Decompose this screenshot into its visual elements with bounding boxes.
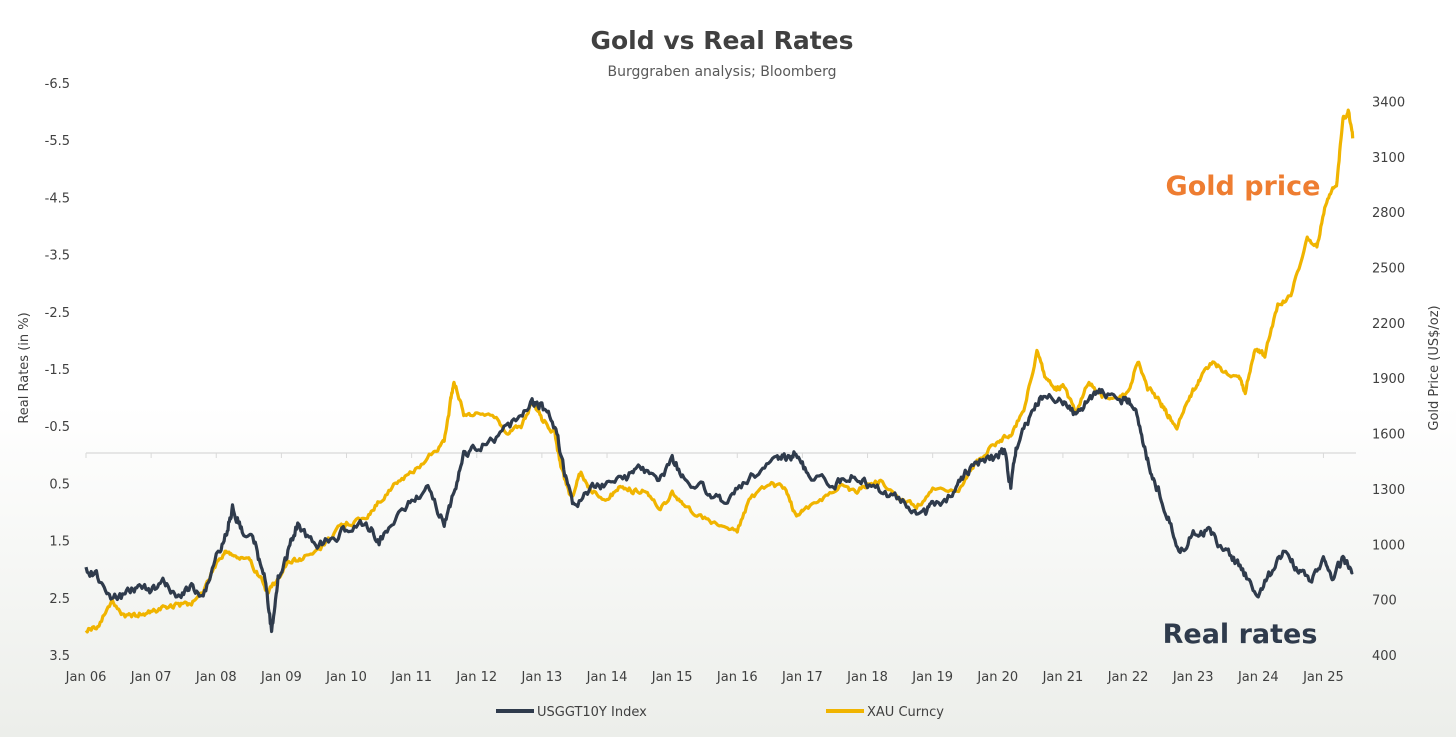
x-tick-label: Jan 19 — [911, 670, 953, 685]
legend-label-xau: XAU Curncy — [867, 705, 944, 720]
gold-price-annotation: Gold price — [1166, 171, 1321, 202]
left-tick-label: -3.5 — [45, 249, 70, 264]
x-tick-label: Jan 07 — [130, 670, 172, 685]
chart-title: Gold vs Real Rates — [590, 26, 853, 55]
chart-subtitle: Burggraben analysis; Bloomberg — [608, 64, 837, 80]
x-tick-label: Jan 20 — [976, 670, 1018, 685]
right-tick-label: 1600 — [1372, 428, 1405, 443]
right-tick-label: 3100 — [1372, 151, 1405, 166]
right-tick-label: 1300 — [1372, 483, 1405, 498]
left-tick-label: -0.5 — [45, 420, 70, 435]
x-tick-marks — [85, 453, 1324, 458]
x-tick-label: Jan 22 — [1107, 670, 1149, 685]
x-tick-label: Jan 13 — [521, 670, 563, 685]
legend-label-usggt10y: USGGT10Y Index — [537, 705, 647, 720]
x-tick-label: Jan 17 — [781, 670, 823, 685]
real-rates-annotation: Real rates — [1163, 619, 1318, 650]
left-tick-label: 0.5 — [49, 477, 70, 492]
x-tick-label: Jan 23 — [1172, 670, 1214, 685]
x-tick-label: Jan 24 — [1237, 670, 1279, 685]
right-tick-label: 2800 — [1372, 206, 1405, 221]
x-tick-label: Jan 14 — [586, 670, 628, 685]
right-tick-label: 2200 — [1372, 317, 1405, 332]
left-tick-label: -4.5 — [45, 191, 70, 206]
left-tick-label: -2.5 — [45, 306, 70, 321]
right-axis-ticks: 3400 3100 2800 2500 2200 1900 1600 1300 1000 700 4… — [1372, 95, 1405, 664]
x-tick-label: Jan 09 — [260, 670, 302, 685]
series-line-xau — [84, 108, 1355, 634]
left-tick-label: -5.5 — [45, 134, 70, 149]
series-line-usggt10y — [84, 387, 1354, 634]
x-tick-label: Jan 12 — [455, 670, 497, 685]
x-tick-label: Jan 25 — [1302, 670, 1344, 685]
x-tick-label: Jan 16 — [716, 670, 758, 685]
left-tick-label: 1.5 — [49, 535, 70, 550]
left-tick-label: -6.5 — [45, 77, 70, 92]
x-tick-label: Jan 11 — [390, 670, 432, 685]
x-axis-ticks: Jan 06 Jan 07 Jan 08 Jan 09 Jan 10 Jan 11 Jan … — [65, 670, 1344, 685]
left-axis-ticks: -6.5 -5.5 -4.5 -3.5 -2.5 -1.5 -0.5 0.5 1.5 2.5 3.5 — [45, 77, 70, 664]
left-tick-label: -1.5 — [45, 363, 70, 378]
right-tick-label: 400 — [1372, 649, 1397, 664]
series-layer — [84, 108, 1355, 634]
x-tick-label: Jan 10 — [325, 670, 367, 685]
left-tick-label: 3.5 — [49, 649, 70, 664]
right-tick-label: 700 — [1372, 594, 1397, 609]
right-tick-label: 3400 — [1372, 95, 1405, 110]
left-axis-title: Real Rates (in %) — [17, 312, 32, 423]
right-tick-label: 1000 — [1372, 538, 1405, 553]
x-tick-label: Jan 18 — [846, 670, 888, 685]
left-tick-label: 2.5 — [49, 592, 70, 607]
right-tick-label: 1900 — [1372, 372, 1405, 387]
x-tick-label: Jan 21 — [1042, 670, 1084, 685]
x-tick-label: Jan 15 — [651, 670, 693, 685]
x-tick-label: Jan 08 — [195, 670, 237, 685]
right-axis-title: Gold Price (US$/oz) — [1427, 305, 1442, 430]
x-tick-label: Jan 06 — [65, 670, 107, 685]
legend: USGGT10Y Index XAU Curncy — [496, 705, 944, 720]
right-tick-label: 2500 — [1372, 262, 1405, 277]
